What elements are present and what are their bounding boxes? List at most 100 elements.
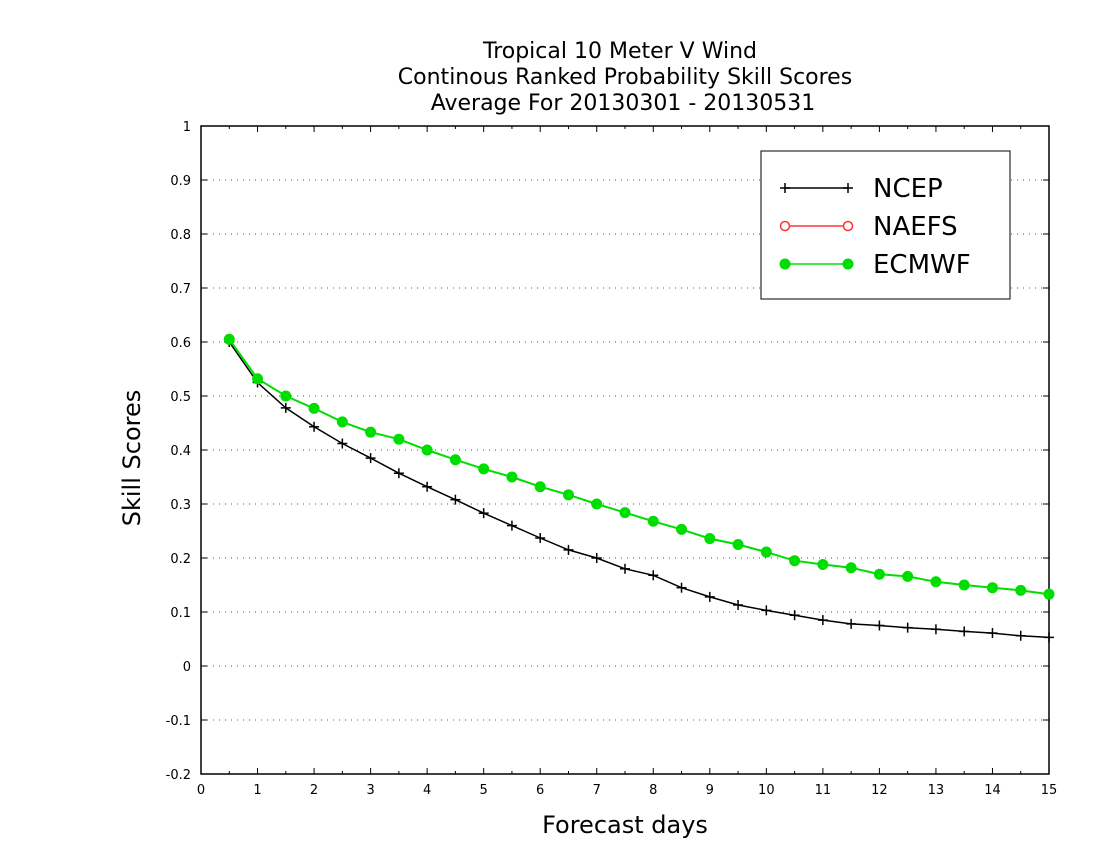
ncep-point (733, 599, 744, 610)
ecmwf-point (676, 523, 688, 535)
legend-marker (842, 258, 854, 270)
x-tick-label: 6 (536, 783, 544, 798)
ecmwf-point (591, 498, 603, 510)
legend-marker (843, 183, 853, 193)
ecmwf-point (421, 444, 433, 456)
ecmwf-point (704, 533, 716, 545)
ncep-point (450, 494, 461, 505)
ecmwf-point (252, 373, 264, 385)
ncep-point (422, 481, 433, 492)
ecmwf-point (478, 463, 490, 475)
x-tick-label: 9 (706, 783, 714, 798)
ncep-point (563, 544, 574, 555)
x-tick-label: 4 (423, 783, 431, 798)
ecmwf-point (845, 562, 857, 574)
ecmwf-point (986, 582, 998, 594)
ncep-point (1044, 632, 1054, 643)
legend: NCEP NAEFS ECMWF (760, 150, 1011, 300)
ncep-point (1015, 630, 1026, 641)
y-tick-label: 0.9 (170, 174, 191, 189)
ncep-point (789, 610, 800, 621)
ncep-point (620, 563, 630, 574)
ecmwf-point (902, 570, 914, 582)
y-tick-label: 0.4 (170, 444, 191, 459)
ecmwf-point (365, 426, 377, 438)
ncep-point (648, 570, 659, 581)
legend-box (760, 150, 1011, 300)
ecmwf-point (308, 402, 320, 414)
ecmwf-point (732, 539, 744, 550)
title-line-2: Continous Ranked Probability Skill Score… (398, 65, 852, 90)
ecmwf-point (393, 433, 405, 445)
ecmwf-point (280, 390, 292, 402)
x-tick-label: 7 (593, 783, 601, 798)
ecmwf-point (930, 576, 942, 588)
ncep-point (506, 520, 517, 531)
ecmwf-line (228, 338, 1050, 596)
chart-title: Tropical 10 Meter V Wind Continous Ranke… (398, 39, 852, 116)
ecmwf-point (789, 555, 801, 567)
plot-frame (200, 125, 1050, 775)
x-tick-label: 14 (984, 783, 1001, 798)
ncep-point (591, 553, 602, 563)
ncep-point (817, 615, 828, 626)
ncep-point (874, 620, 885, 631)
ncep-point (535, 533, 546, 544)
y-tick-label: 0.8 (170, 228, 191, 243)
ecmwf-point (760, 546, 772, 558)
ncep-point (337, 438, 348, 449)
ecmwf-point (958, 579, 970, 591)
x-tick-label: 13 (928, 783, 945, 798)
legend-label-ncep: NCEP (873, 174, 943, 204)
ncep-point (959, 626, 970, 637)
ecmwf-point (619, 507, 631, 519)
ncep-point (478, 508, 489, 519)
ecmwf-point (873, 568, 885, 580)
x-tick-label: 1 (253, 783, 261, 798)
y-tick-label: -0.2 (166, 768, 191, 783)
y-tick-label: -0.1 (166, 714, 191, 729)
ecmwf-point (506, 471, 518, 483)
ecmwf-point (336, 416, 348, 428)
series-ncep (224, 337, 1054, 643)
legend-marker (779, 258, 791, 270)
legend-label-naefs: NAEFS (873, 212, 958, 242)
ncep-line (228, 341, 1050, 639)
series-ecmwf (223, 333, 1055, 600)
y-tick-label: 0.3 (170, 498, 191, 513)
legend-item-ecmwf: ECMWF (779, 250, 971, 280)
x-tick-label: 5 (480, 783, 488, 798)
x-tick-label: 2 (310, 783, 318, 798)
ecmwf-point (817, 558, 829, 570)
legend-marker (779, 220, 791, 232)
axes: -0.2-0.100.10.20.30.40.50.60.70.80.910 1 2… (166, 120, 1058, 798)
x-tick-label: 12 (871, 783, 888, 798)
ncep-point (393, 468, 404, 479)
ncep-point (930, 624, 941, 635)
legend-item-ncep: NCEP (780, 174, 943, 204)
y-tick-label: 0.2 (170, 552, 191, 567)
x-tick-label: 3 (366, 783, 374, 798)
ecmwf-point (1015, 584, 1027, 596)
ncep-point (365, 453, 376, 464)
y-tick-label: 0.5 (170, 390, 191, 405)
ncep-point (676, 582, 687, 593)
ncep-point (704, 591, 715, 602)
ncep-point (309, 421, 320, 432)
ecmwf-point (534, 481, 546, 493)
ncep-point (987, 628, 998, 639)
x-axis-label: Forecast days (542, 811, 708, 839)
y-tick-label: 0.1 (170, 606, 191, 621)
ncep-point (761, 605, 772, 616)
ecmwf-point (562, 489, 574, 501)
ecmwf-point (1043, 588, 1055, 600)
legend-label-ecmwf: ECMWF (873, 250, 971, 280)
x-tick-label: 8 (649, 783, 657, 798)
ncep-point (280, 402, 291, 413)
y-tick-label: 1 (183, 120, 191, 135)
y-tick-label: 0.6 (170, 336, 191, 351)
ecmwf-point (449, 454, 461, 466)
legend-marker (780, 183, 790, 193)
legend-marker (842, 220, 854, 232)
